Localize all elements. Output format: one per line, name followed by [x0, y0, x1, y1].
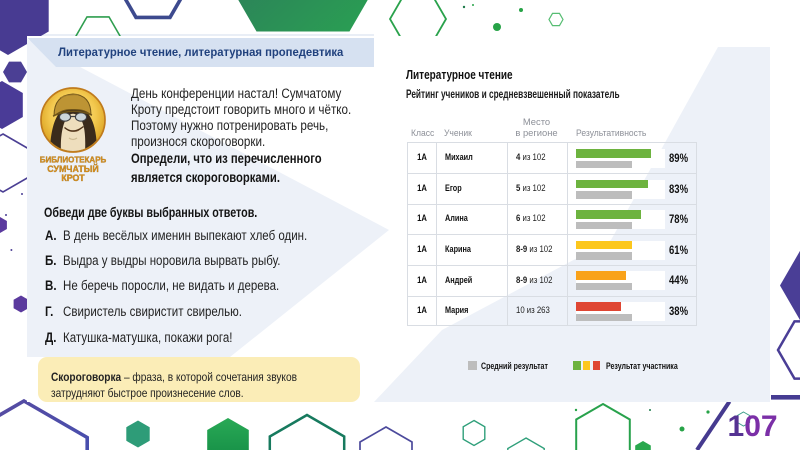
- svg-text:КРОТ: КРОТ: [61, 173, 85, 183]
- svg-text:БИБЛИОТЕКАРЬ: БИБЛИОТЕКАРЬ: [40, 156, 107, 165]
- svg-text:СУМЧАТЫЙ: СУМЧАТЫЙ: [47, 163, 98, 174]
